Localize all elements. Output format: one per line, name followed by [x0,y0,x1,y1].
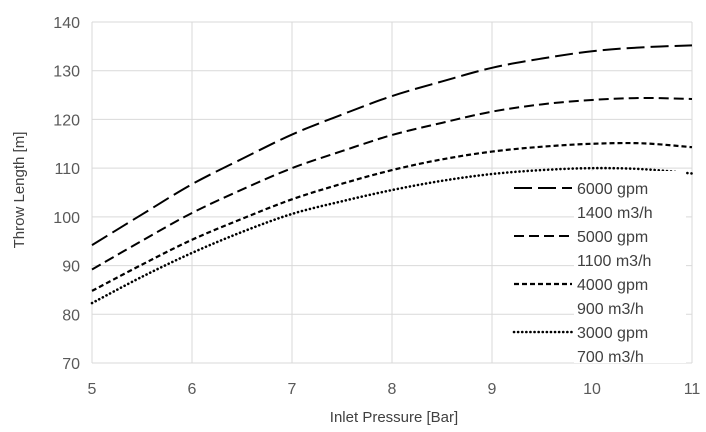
legend-label-secondary: 1400 m3/h [577,205,653,222]
y-tick-label: 130 [53,64,80,81]
series-line-4 [90,166,694,305]
y-tick-label: 80 [62,307,80,324]
y-axis-title: Throw Length [m] [11,132,28,249]
legend-label-bg [574,267,686,315]
legend: 6000 gpm 1400 m3/h 5000 gpm 1100 m3/h 4000 g… [510,171,686,366]
series-line-1 [91,44,693,246]
y-tick-label: 140 [53,15,80,32]
y-tick-label: 120 [53,112,80,129]
legend-swatch-bg [510,225,574,245]
y-tick-label: 90 [62,259,80,276]
y-axis-ticks: 70 80 90 100 110 120 130 140 [53,15,80,373]
legend-label-secondary: 900 m3/h [577,301,644,318]
legend-label: 5000 gpm [577,229,648,246]
legend-label-secondary: 700 m3/h [577,349,644,366]
y-tick-label: 100 [53,210,80,227]
legend-label-bg [574,219,686,267]
x-tick-label: 9 [488,381,497,398]
y-tick-label: 70 [62,356,80,373]
x-tick-label: 11 [684,381,701,398]
x-tick-label: 5 [88,381,97,398]
legend-label: 4000 gpm [577,277,648,294]
legend-label-bg [574,171,686,219]
x-axis-ticks: 5 6 7 8 9 10 11 [88,381,701,398]
x-tick-label: 6 [188,381,197,398]
x-tick-label: 7 [288,381,297,398]
x-axis-title: Inlet Pressure [Bar] [330,409,458,426]
x-tick-label: 10 [583,381,601,398]
x-tick-label: 8 [388,381,397,398]
series-line-2 [91,96,693,271]
series-lines [90,44,694,305]
legend-label-bg [574,315,686,363]
legend-label: 3000 gpm [577,325,648,342]
legend-label: 6000 gpm [577,181,648,198]
legend-label-secondary: 1100 m3/h [577,253,651,270]
series-line-3 [91,141,693,292]
y-tick-label: 110 [54,161,80,178]
